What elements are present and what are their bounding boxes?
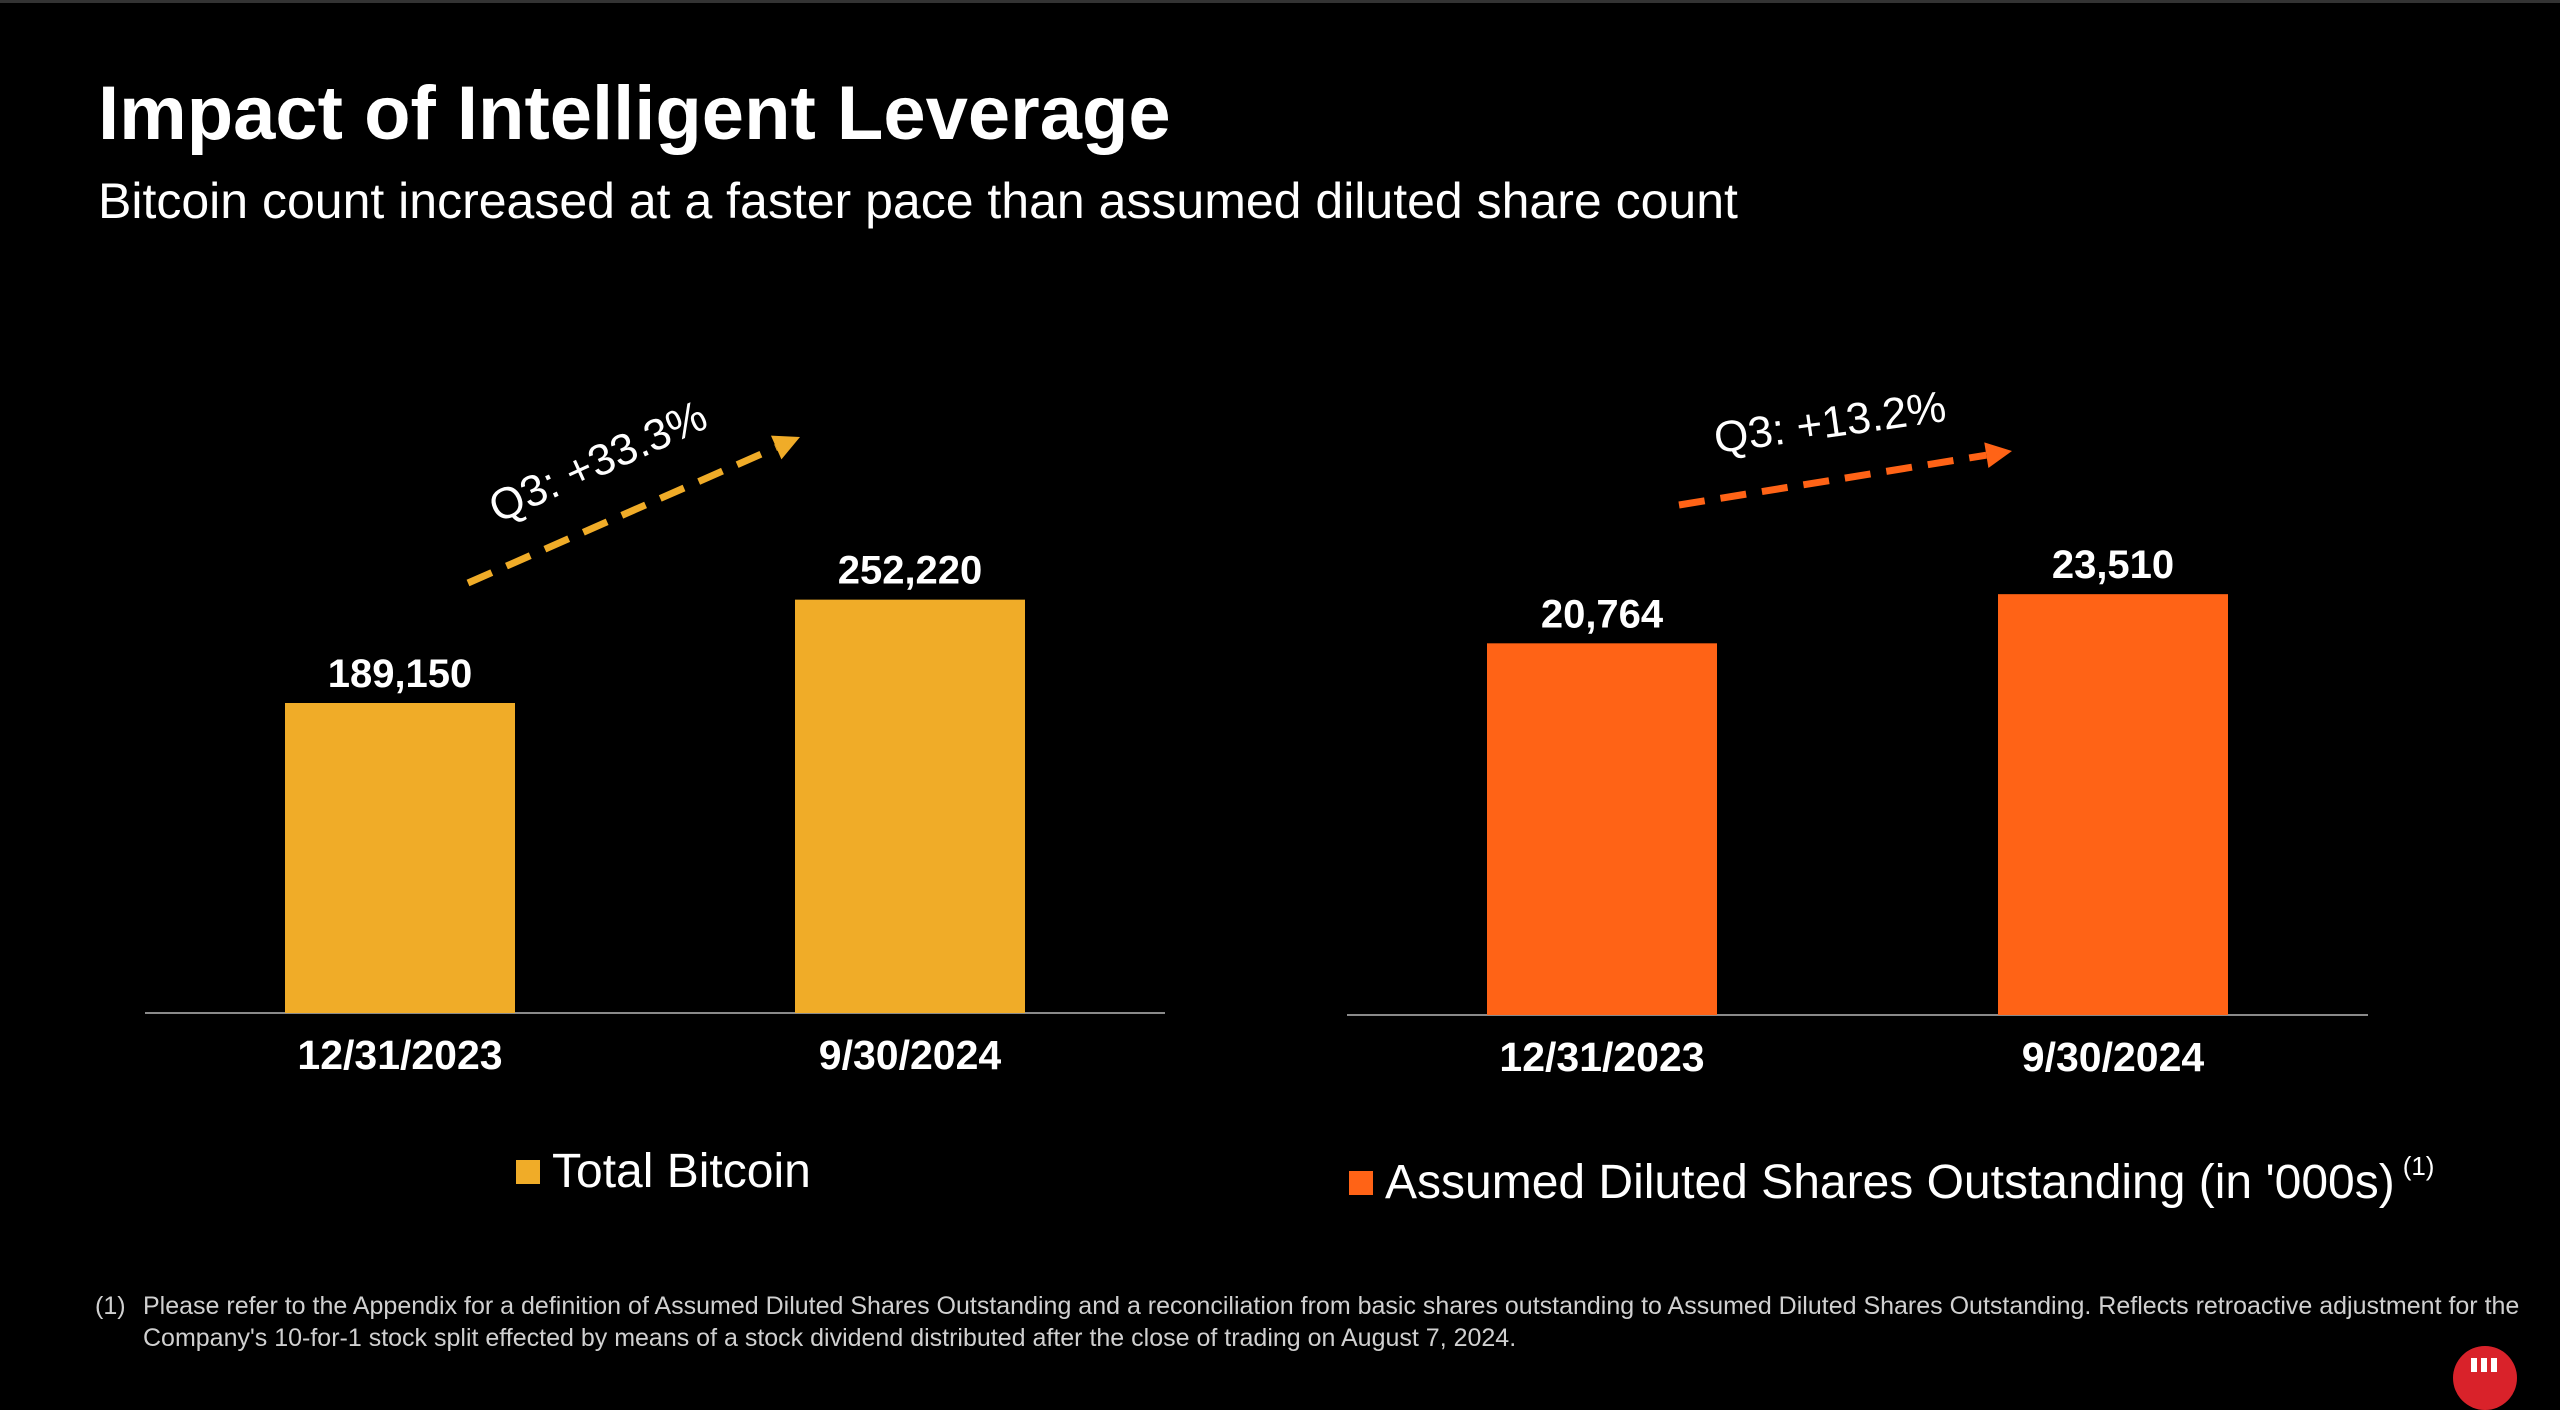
legend-bitcoin: Total Bitcoin <box>516 1144 811 1199</box>
legend-footnote-marker: (1) <box>2402 1151 2435 1181</box>
top-border <box>0 0 2560 3</box>
charts-canvas: 189,150 12/31/2023 252,220 9/30/2024 Q3: +33… <box>145 382 2368 1080</box>
footnote: (1) Please refer to the Appendix for a d… <box>95 1290 2525 1354</box>
data-label: 189,150 <box>328 652 473 696</box>
data-label: 252,220 <box>838 549 983 593</box>
bar <box>1998 594 2228 1015</box>
bitcoin-chart: 189,150 12/31/2023 252,220 9/30/2024 Q3: +33… <box>145 391 1165 1078</box>
x-tick-label: 9/30/2024 <box>2022 1034 2205 1080</box>
data-label: 23,510 <box>2052 543 2174 587</box>
footnote-text: Please refer to the Appendix for a defin… <box>143 1292 2520 1352</box>
page-title: Impact of Intelligent Leverage <box>98 71 1171 156</box>
shares-chart: 20,764 12/31/2023 23,510 9/30/2024 Q3: +13.2… <box>1347 382 2368 1080</box>
growth-arrow-head <box>770 435 800 460</box>
legend-swatch-shares <box>1349 1170 1373 1195</box>
bar <box>1487 643 1717 1015</box>
company-logo <box>2453 1346 2517 1410</box>
legend-swatch-bitcoin <box>516 1159 540 1184</box>
bar <box>795 599 1025 1013</box>
growth-arrow-line <box>466 444 778 587</box>
legend-label-shares: Assumed Diluted Shares Outstanding (in '… <box>1385 1156 2395 1209</box>
legend-shares: Assumed Diluted Shares Outstanding (in '… <box>1349 1151 2434 1210</box>
growth-annotation: Q3: +33.3% <box>482 391 715 532</box>
bar <box>285 703 515 1013</box>
page-subtitle: Bitcoin count increased at a faster pace… <box>98 173 1738 229</box>
data-label: 20,764 <box>1541 592 1664 636</box>
x-tick-label: 12/31/2023 <box>297 1032 502 1078</box>
growth-arrow-line <box>1678 451 1987 509</box>
x-tick-label: 12/31/2023 <box>1499 1034 1704 1080</box>
x-tick-label: 9/30/2024 <box>819 1032 1002 1078</box>
growth-annotation: Q3: +13.2% <box>1711 382 1949 463</box>
growth-arrow-head <box>1984 442 2012 468</box>
legend-label-bitcoin: Total Bitcoin <box>552 1145 811 1198</box>
footnote-number: (1) <box>95 1292 126 1320</box>
